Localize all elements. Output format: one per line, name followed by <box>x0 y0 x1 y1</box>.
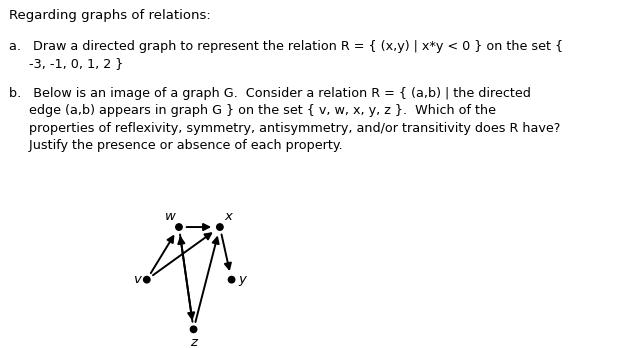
Text: a.   Draw a directed graph to represent the relation R = { (x,y) | x*y < 0 } on : a. Draw a directed graph to represent th… <box>9 40 564 53</box>
Text: -3, -1, 0, 1, 2 }: -3, -1, 0, 1, 2 } <box>9 57 124 70</box>
Text: b.   Below is an image of a graph G.  Consider a relation R = { (a,b) | the dire: b. Below is an image of a graph G. Consi… <box>9 87 531 100</box>
Text: y: y <box>238 273 246 286</box>
Circle shape <box>216 224 223 230</box>
Circle shape <box>144 276 150 283</box>
Circle shape <box>176 224 182 230</box>
Text: z: z <box>190 336 197 348</box>
Text: Justify the presence or absence of each property.: Justify the presence or absence of each … <box>9 139 343 152</box>
Circle shape <box>228 276 234 283</box>
Text: v: v <box>132 273 141 286</box>
Text: x: x <box>225 210 233 223</box>
Text: edge (a,b) appears in graph G } on the set { v, w, x, y, z }.  Which of the: edge (a,b) appears in graph G } on the s… <box>9 104 496 117</box>
Circle shape <box>190 326 197 333</box>
Text: w: w <box>165 210 175 223</box>
Text: properties of reflexivity, symmetry, antisymmetry, and/or transitivity does R ha: properties of reflexivity, symmetry, ant… <box>9 122 560 135</box>
Text: Regarding graphs of relations:: Regarding graphs of relations: <box>9 9 211 22</box>
